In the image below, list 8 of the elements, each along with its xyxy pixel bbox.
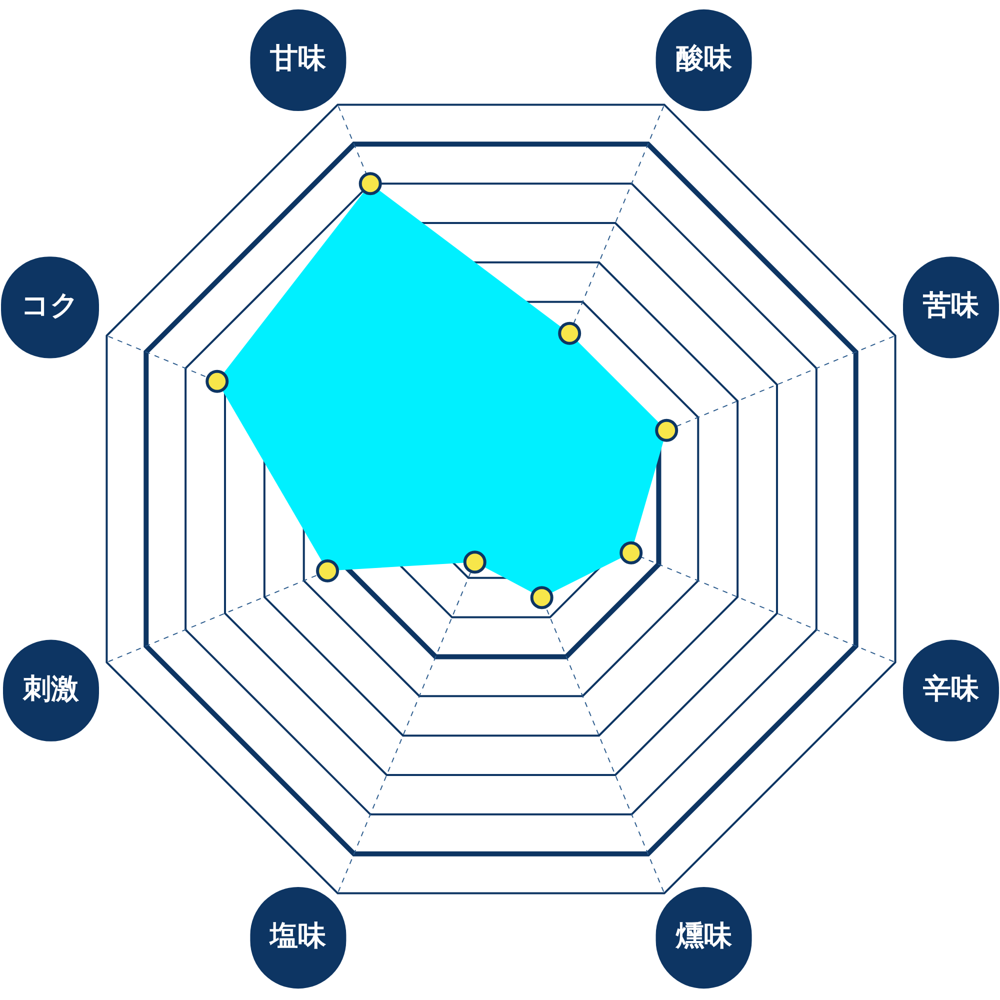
spoke-label: 苦味 bbox=[922, 288, 980, 322]
spoke-label: 辛味 bbox=[922, 672, 980, 705]
spoke-label: 塩味 bbox=[269, 919, 328, 952]
spoke-label: コク bbox=[21, 288, 79, 322]
spoke-label: 燻味 bbox=[674, 919, 733, 952]
spoke-label: 刺激 bbox=[22, 672, 80, 705]
spoke-label: 甘味 bbox=[269, 41, 328, 74]
spoke-label: 酸味 bbox=[676, 41, 733, 74]
